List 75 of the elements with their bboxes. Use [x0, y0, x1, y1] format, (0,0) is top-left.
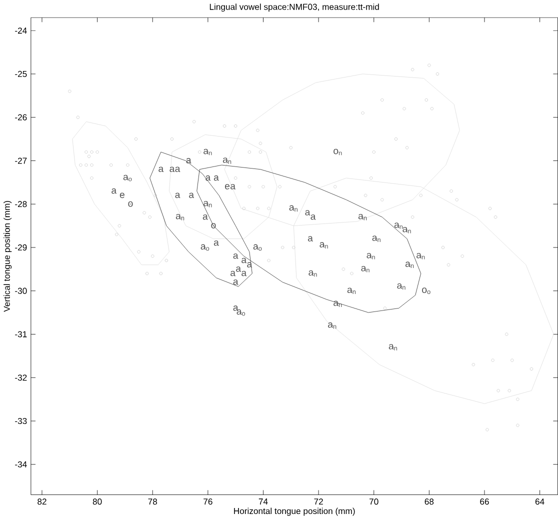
- data-label: a$_{o}$: [236, 309, 246, 316]
- data-label: a$_{o}$: [253, 244, 262, 250]
- data-label: a$_{n}$: [308, 270, 317, 276]
- data-label: a$_{n}$: [397, 283, 406, 290]
- data-label: a: [308, 236, 313, 242]
- data-label: a: [214, 240, 219, 246]
- y-tick-label: -24: [15, 27, 27, 34]
- data-label: a$_{n}$: [366, 252, 375, 260]
- data-label: a$_{n}$: [222, 157, 232, 164]
- y-tick-label: -29: [15, 244, 27, 250]
- data-label: a: [242, 270, 247, 276]
- data-label: a: [206, 175, 211, 181]
- y-axis-title: Vertical tongue position (mm): [4, 200, 12, 312]
- y-tick-label: -31: [15, 331, 27, 338]
- data-label: a$_{n}$: [328, 322, 336, 329]
- data-label: a$_{o}$: [200, 244, 210, 250]
- y-tick-label: -27: [15, 158, 27, 164]
- data-label: a$_{n}$: [394, 222, 403, 229]
- x-tick-label: 78: [148, 498, 158, 504]
- data-label: a: [236, 266, 242, 272]
- y-tick-label: -25: [15, 70, 27, 77]
- x-tick-label: 74: [258, 498, 268, 504]
- data-label: a: [186, 158, 192, 164]
- y-tick-label: -34: [15, 461, 27, 468]
- data-label: a$_{n}$: [204, 200, 212, 208]
- data-label: a: [170, 166, 175, 172]
- x-tick-label: 64: [535, 498, 544, 504]
- data-label: o$_{n}$: [334, 148, 342, 156]
- x-axis-title: Horizontal tongue position (mm): [234, 508, 355, 516]
- data-label: a$_{n}$: [405, 262, 414, 268]
- y-tick-label: -26: [15, 114, 27, 120]
- data-label: a: [112, 188, 117, 194]
- data-label: a$_{n}$: [176, 214, 184, 220]
- data-label: a$_{n}$: [320, 242, 328, 248]
- x-tick-label: 68: [424, 498, 434, 504]
- chart-title: Lingual vowel space:NMF03, measure:tt-mid: [210, 3, 379, 12]
- data-label: a: [230, 270, 236, 276]
- data-label: a: [175, 166, 180, 172]
- data-label: a$_{n}$: [388, 344, 398, 350]
- x-tick-label: 82: [38, 498, 46, 504]
- data-label: a$_{o}$: [123, 174, 132, 182]
- data-label: a: [233, 305, 238, 311]
- y-tick-label: -28: [15, 200, 27, 207]
- y-tick-label: -33: [15, 418, 27, 424]
- x-tick-label: 76: [204, 498, 212, 504]
- data-label: o$_{o}$: [422, 288, 430, 294]
- x-tick-label: 80: [92, 498, 102, 504]
- data-label: a: [189, 192, 194, 198]
- x-tick-label: 70: [370, 498, 378, 504]
- data-label: a$_{n}$: [361, 266, 370, 272]
- data-label: a$_{n}$: [402, 226, 411, 234]
- data-label: a: [230, 184, 236, 190]
- data-label: e: [120, 192, 124, 198]
- data-label: a: [158, 166, 164, 172]
- data-label: o: [128, 201, 133, 207]
- data-label: a: [214, 175, 219, 181]
- data-label: a: [242, 258, 247, 263]
- data-label: e: [225, 184, 230, 190]
- data-label: a: [305, 210, 310, 216]
- y-tick-label: -32: [15, 374, 27, 381]
- data-label: a: [233, 279, 238, 285]
- data-label: a$_{n}$: [358, 214, 367, 220]
- x-tick-label: 72: [314, 498, 323, 504]
- data-label: a$_{n}$: [289, 205, 298, 212]
- data-label: a$_{n}$: [347, 288, 356, 294]
- data-label: a$_{n}$: [416, 252, 425, 260]
- data-label: a: [202, 214, 208, 220]
- data-label: a: [175, 192, 180, 198]
- data-label: a: [310, 214, 316, 220]
- data-label: a: [247, 262, 252, 268]
- data-label: a$_{n}$: [372, 235, 380, 242]
- x-tick-label: 66: [480, 498, 489, 504]
- data-label: a$_{n}$: [204, 148, 212, 156]
- y-tick-label: -30: [15, 288, 27, 294]
- data-label: a: [233, 253, 238, 259]
